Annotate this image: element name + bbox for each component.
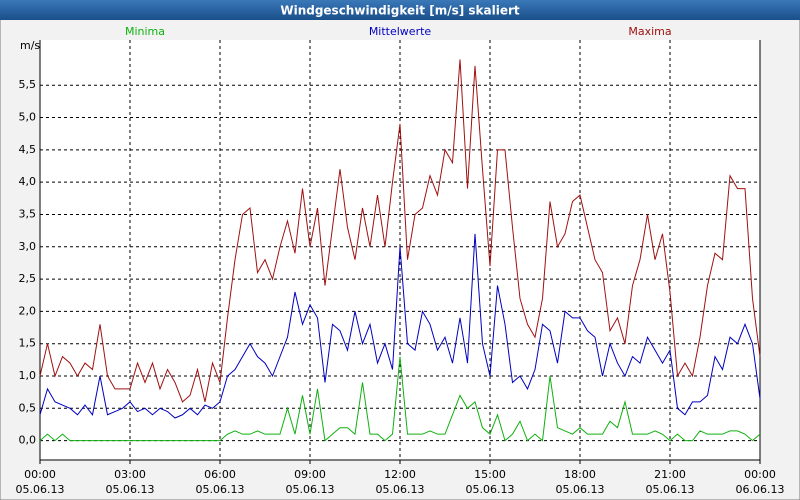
legend-label: Minima — [125, 25, 165, 38]
y-tick-label: 3,5 — [19, 207, 37, 220]
x-tick-date: 05.06.13 — [286, 483, 335, 496]
x-tick-date: 05.06.13 — [196, 483, 245, 496]
y-tick-label: 5,0 — [19, 111, 37, 124]
y-tick-label: 4,0 — [19, 175, 37, 188]
x-tick-date: 05.06.13 — [646, 483, 695, 496]
legend-label: Maxima — [628, 25, 671, 38]
y-tick-label: 4,5 — [19, 143, 37, 156]
x-tick-label: 06:00 — [204, 468, 236, 481]
series-line — [39, 233, 761, 419]
x-tick-date: 05.06.13 — [466, 483, 515, 496]
x-tick-date: 05.06.13 — [16, 483, 65, 496]
y-tick-label: 2,5 — [19, 272, 37, 285]
y-tick-label: 1,0 — [19, 369, 37, 382]
legend-label: Mittelwerte — [369, 25, 432, 38]
x-tick-date: 05.06.13 — [106, 483, 155, 496]
title-bar — [0, 0, 800, 20]
x-tick-label: 12:00 — [384, 468, 416, 481]
x-tick-label: 18:00 — [564, 468, 596, 481]
y-tick-label: 3,0 — [19, 240, 37, 253]
x-tick-date: 05.06.13 — [376, 483, 425, 496]
x-tick-label: 03:00 — [114, 468, 146, 481]
y-tick-label: 1,5 — [19, 337, 37, 350]
y-axis-label: m/s — [20, 39, 40, 52]
x-tick-label: 15:00 — [474, 468, 506, 481]
series-line — [39, 356, 761, 442]
x-tick-label: 00:00 — [744, 468, 776, 481]
y-tick-label: 5,5 — [19, 78, 37, 91]
series-line — [39, 59, 761, 403]
x-tick-label: 00:00 — [24, 468, 56, 481]
x-tick-date: 06.06.13 — [736, 483, 785, 496]
x-tick-label: 09:00 — [294, 468, 326, 481]
y-tick-label: 2,0 — [19, 304, 37, 317]
y-tick-label: 0,0 — [19, 434, 37, 447]
chart-title: Windgeschwindigkeit [m/s] skaliert — [280, 4, 520, 18]
x-tick-label: 21:00 — [654, 468, 686, 481]
x-tick-date: 05.06.13 — [556, 483, 605, 496]
y-tick-label: 0,5 — [19, 401, 37, 414]
